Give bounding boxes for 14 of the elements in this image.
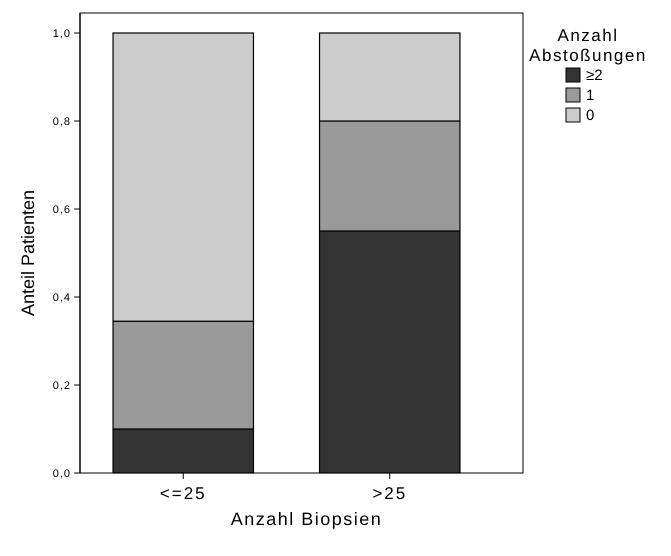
legend-title: Anzahl Abstoßungen: [529, 26, 647, 65]
y-tick-label: 0,0: [52, 468, 71, 480]
y-tick-label: 0,4: [52, 292, 71, 304]
y-tick-label: 0,2: [52, 380, 71, 392]
y-tick-label: 0,8: [52, 116, 71, 128]
y-tick-label: 0,6: [52, 204, 71, 216]
x-axis-title: Anzahl Biopsien: [230, 509, 382, 529]
x-tick-label: >25: [372, 484, 408, 503]
legend-label: 1: [586, 87, 594, 104]
legend-label: 0: [586, 107, 594, 124]
y-axis-title: Anteil Patienten: [18, 190, 38, 316]
y-tick-label: 1,0: [52, 28, 71, 40]
legend-label: ≥2: [586, 67, 603, 84]
x-tick-label: <=25: [160, 484, 207, 503]
